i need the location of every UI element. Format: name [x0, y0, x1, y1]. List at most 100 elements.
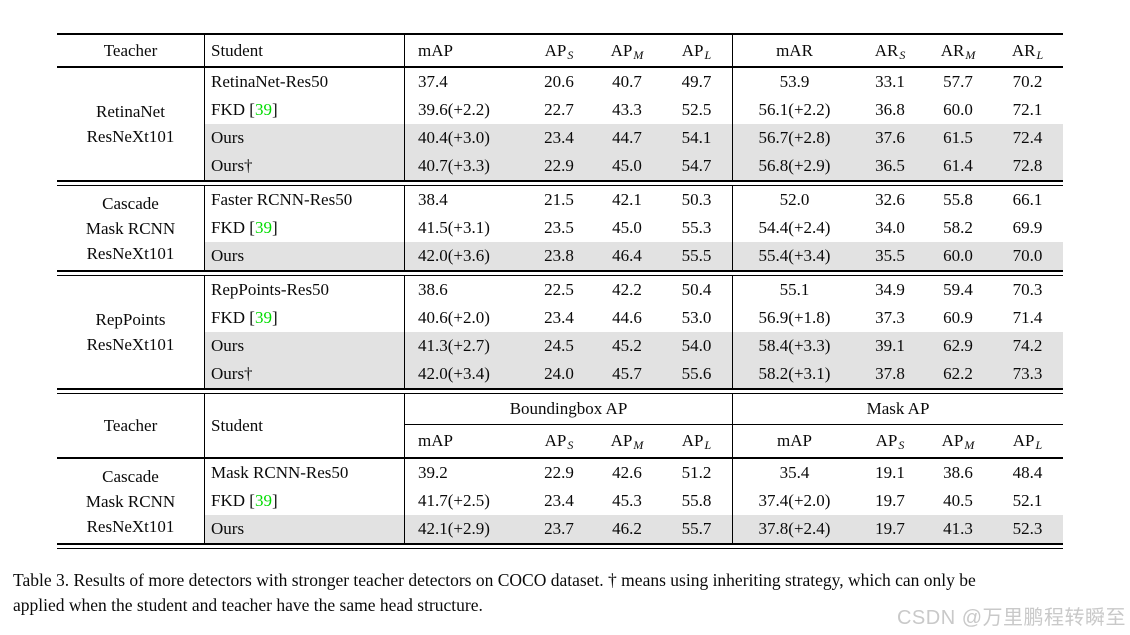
metric-cell: 32.6 [875, 190, 905, 209]
student-cell: Ours [211, 336, 245, 355]
metric-cell: 56.1(+2.2) [732, 96, 856, 124]
metric-cell: 50.4 [681, 280, 712, 299]
metric-cell: 55.6 [681, 364, 712, 383]
metric-cell: 45.2 [612, 336, 642, 355]
metric-cell: 37.4 [404, 68, 525, 96]
metric-cell: 52.1 [1012, 491, 1043, 510]
table-row: Faster RCNN-Res50 38.4 21.5 42.1 50.3 52.0 32.… [205, 186, 1063, 214]
table-row: Ours 40.4(+3.0) 23.4 44.7 54.1 56.7(+2.8) 37.6… [205, 124, 1063, 152]
metric-cell: 55.5 [681, 246, 712, 265]
metric-cell: 35.4 [732, 459, 856, 487]
metric-cell: 52.5 [681, 100, 712, 119]
caption-line-2: applied when the student and teacher hav… [13, 595, 483, 615]
metric-cell: 44.7 [612, 128, 642, 147]
metric-cell: 54.1 [681, 128, 712, 147]
metric-cell: 69.9 [1012, 218, 1043, 237]
metric-cell: 19.1 [875, 463, 905, 482]
column-header-mAP: mAP [404, 35, 525, 66]
column-header-mask_AP_M: APM [941, 431, 975, 452]
metric-cell: 60.0 [943, 100, 973, 119]
metric-cell: 55.7 [681, 519, 712, 538]
metric-cell: 22.9 [544, 463, 574, 482]
citation-ref: 39 [254, 218, 272, 237]
column-header-AP_M: APM [610, 41, 644, 62]
metric-cell: 45.3 [612, 491, 642, 510]
metric-cell: 37.6 [875, 128, 905, 147]
table-group: Cascade Mask RCNN ResNeXt101 Faster RCNN-Re… [57, 186, 1063, 270]
metric-cell: 42.1 [612, 190, 642, 209]
table-group: Cascade Mask RCNN ResNeXt101 Mask RCNN-Res5… [57, 459, 1063, 543]
csdn-watermark: CSDN @万里鹏程转瞬至 [896, 607, 1126, 629]
metric-cell: 42.2 [612, 280, 642, 299]
student-cell: FKD [39] [211, 491, 278, 510]
metric-cell: 72.8 [1012, 156, 1043, 175]
teacher-line: RepPoints [95, 310, 166, 329]
table2-metric-headers: Boundingbox AP Mask AP mAP APS APM APL mAP AP… [404, 394, 1063, 457]
metric-cell: 39.1 [875, 336, 905, 355]
citation-ref: 39 [254, 308, 272, 327]
metric-cell: 56.9(+1.8) [732, 304, 856, 332]
teacher-line: ResNeXt101 [86, 127, 175, 146]
metric-cell: 52.3 [1012, 519, 1043, 538]
metric-cell: 36.8 [875, 100, 905, 119]
column-header-mask_AP_L: APL [1012, 431, 1043, 452]
table-bottom-rule [57, 543, 1063, 549]
teacher-cell: RepPoints ResNeXt101 [57, 276, 204, 388]
metric-cell: 34.9 [875, 280, 905, 299]
metric-cell: 42.0(+3.6) [404, 242, 525, 270]
metric-cell: 19.7 [875, 491, 905, 510]
column-header-bbox_AP_S: APS [544, 431, 574, 452]
section-divider [57, 180, 1063, 186]
metric-cell: 62.9 [943, 336, 973, 355]
table-row: FKD [39] 39.6(+2.2) 22.7 43.3 52.5 56.1(+2.2)… [205, 96, 1063, 124]
metric-cell: 40.5 [943, 491, 973, 510]
column-header-AR_S: ARS [874, 41, 906, 62]
column-header-teacher: Teacher [103, 41, 158, 60]
metric-cell: 23.5 [544, 218, 574, 237]
metric-cell: 24.0 [544, 364, 574, 383]
metric-cell: 40.7 [612, 72, 642, 91]
table1-header-rule [57, 66, 1063, 68]
metric-cell: 37.8(+2.4) [732, 515, 856, 543]
metric-cell: 62.2 [943, 364, 973, 383]
table-row: Ours 42.1(+2.9) 23.7 46.2 55.7 37.8(+2.4) 19.7… [205, 515, 1063, 543]
teacher-cell: Cascade Mask RCNN ResNeXt101 [57, 459, 204, 543]
student-cell: Ours† [211, 364, 253, 383]
metric-cell: 57.7 [943, 72, 973, 91]
metric-cell: 55.8 [681, 491, 712, 510]
table-row: FKD [39] 40.6(+2.0) 23.4 44.6 53.0 56.9(+1.8)… [205, 304, 1063, 332]
metric-cell: 55.1 [732, 276, 856, 304]
metric-cell: 72.1 [1012, 100, 1043, 119]
student-cell: FKD [39] [211, 218, 278, 237]
table-row: Mask RCNN-Res50 39.2 22.9 42.6 51.2 35.4 19.1 3… [205, 459, 1063, 487]
table2-subheader-row: mAP APS APM APL mAP APS APM APL [404, 425, 1063, 457]
metric-cell: 38.6 [404, 276, 525, 304]
teacher-cell: RetinaNet ResNeXt101 [57, 68, 204, 180]
metric-cell: 33.1 [875, 72, 905, 91]
metric-cell: 23.4 [544, 491, 574, 510]
column-header-bbox_AP_L: APL [681, 431, 712, 452]
table-top-rule [57, 33, 1063, 35]
metric-cell: 41.3(+2.7) [404, 332, 525, 360]
metric-cell: 60.9 [943, 308, 973, 327]
table-row: Ours† 40.7(+3.3) 22.9 45.0 54.7 56.8(+2.9) 36.… [205, 152, 1063, 180]
table-row: FKD [39] 41.5(+3.1) 23.5 45.0 55.3 54.4(+2.4)… [205, 214, 1063, 242]
metric-cell: 58.2(+3.1) [732, 360, 856, 388]
metric-cell: 23.4 [544, 128, 574, 147]
table1-table2-divider [57, 388, 1063, 394]
metric-cell: 45.7 [612, 364, 642, 383]
column-header-mAR: mAR [732, 35, 856, 66]
metric-cell: 48.4 [1012, 463, 1043, 482]
metric-cell: 23.4 [544, 308, 574, 327]
student-cell: Ours [211, 519, 245, 538]
metric-cell: 36.5 [875, 156, 905, 175]
metric-cell: 34.0 [875, 218, 905, 237]
student-cell: RepPoints-Res50 [211, 280, 330, 299]
student-cell: FKD [39] [211, 100, 278, 119]
metric-cell: 66.1 [1012, 190, 1043, 209]
metric-cell: 54.4(+2.4) [732, 214, 856, 242]
metric-cell: 23.8 [544, 246, 574, 265]
teacher-line: RetinaNet [96, 102, 165, 121]
table2-teacher-header: Teacher [103, 415, 158, 435]
metric-cell: 53.0 [681, 308, 712, 327]
